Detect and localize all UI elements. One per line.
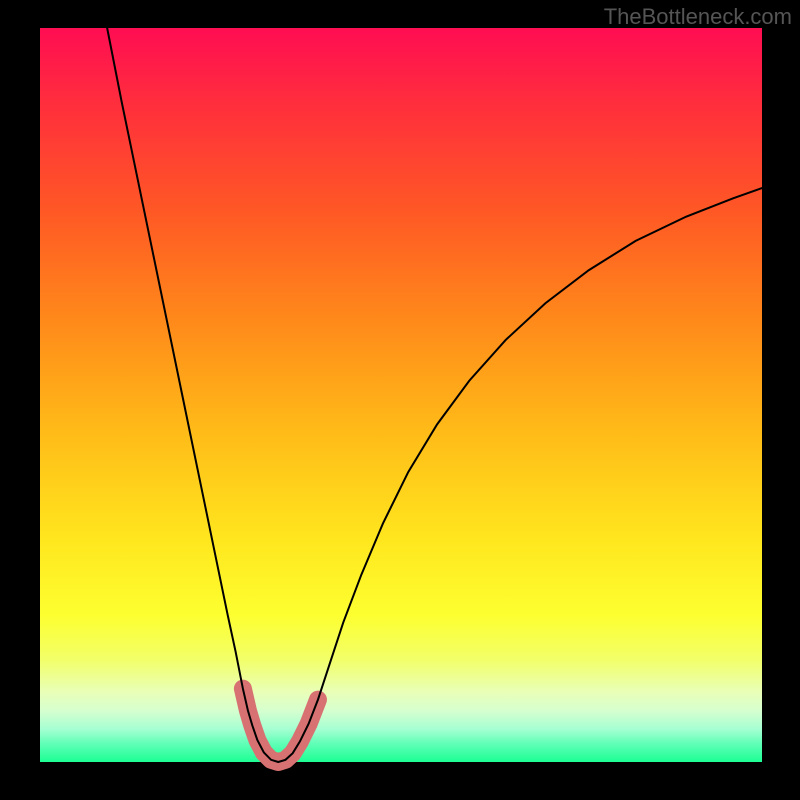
watermark-text: TheBottleneck.com [604, 4, 792, 30]
chart-container: TheBottleneck.com [0, 0, 800, 800]
bottleneck-chart [0, 0, 800, 800]
